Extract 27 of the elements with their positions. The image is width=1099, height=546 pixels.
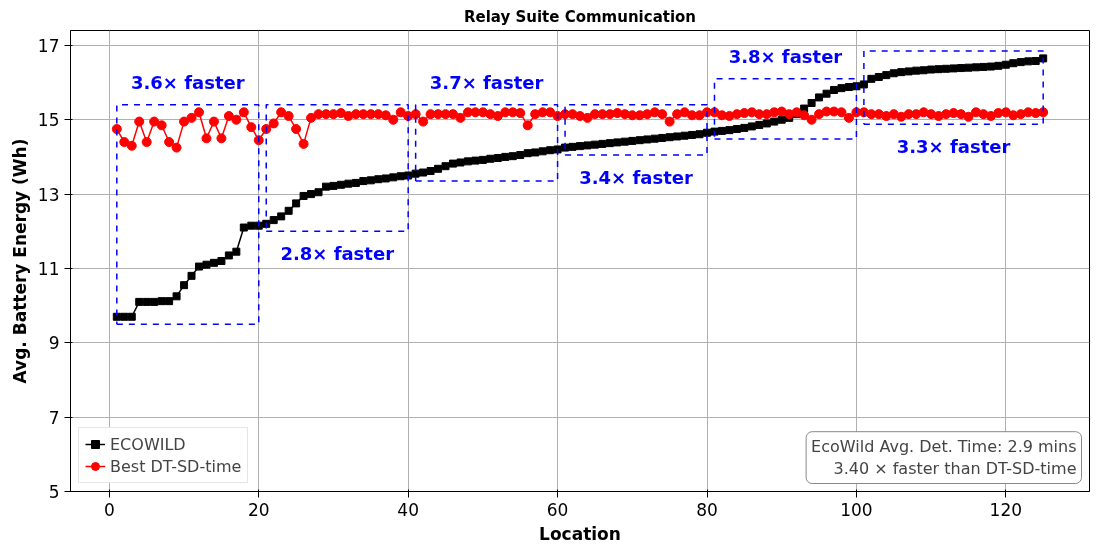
chart-title: Relay Suite Communication (463, 7, 697, 26)
y-axis-title: Avg. Battery Energy (Wh) (9, 138, 30, 384)
y-tick-label: 11 (37, 258, 60, 279)
x-tick-label: 40 (397, 499, 419, 520)
x-tick-label: 60 (546, 499, 569, 520)
annotation: EcoWild Avg. Det. Time: 2.9 mins (811, 436, 1077, 456)
y-tick-label: 15 (37, 110, 60, 131)
x-axis-title: Location (539, 523, 621, 544)
x-tick-label: 80 (696, 499, 718, 520)
annotation: 3.6× faster (130, 71, 245, 93)
annotation: 3.3× faster (896, 136, 1011, 158)
y-tick-label: 9 (48, 333, 60, 354)
x-tick-label: 120 (989, 499, 1023, 520)
y-tick-label: 17 (37, 35, 60, 56)
y-tick-label: 13 (37, 184, 60, 205)
annotation: 3.7× faster (429, 71, 544, 93)
annotation: 3.4× faster (579, 167, 693, 189)
annotation: 3.8× faster (728, 45, 843, 67)
x-tick-label: 20 (247, 499, 270, 520)
annotation: 3.40 × faster than DT-SD-time (833, 459, 1077, 479)
annotation: 2.8× faster (280, 243, 395, 265)
y-tick-label: 5 (48, 482, 60, 502)
legend-label: Best DT-SD-time (110, 456, 242, 476)
x-tick-label: 100 (840, 499, 873, 520)
legend-label: ECOWILD (110, 434, 186, 454)
y-tick-label: 7 (48, 407, 60, 428)
x-tick-label: 0 (103, 499, 115, 520)
